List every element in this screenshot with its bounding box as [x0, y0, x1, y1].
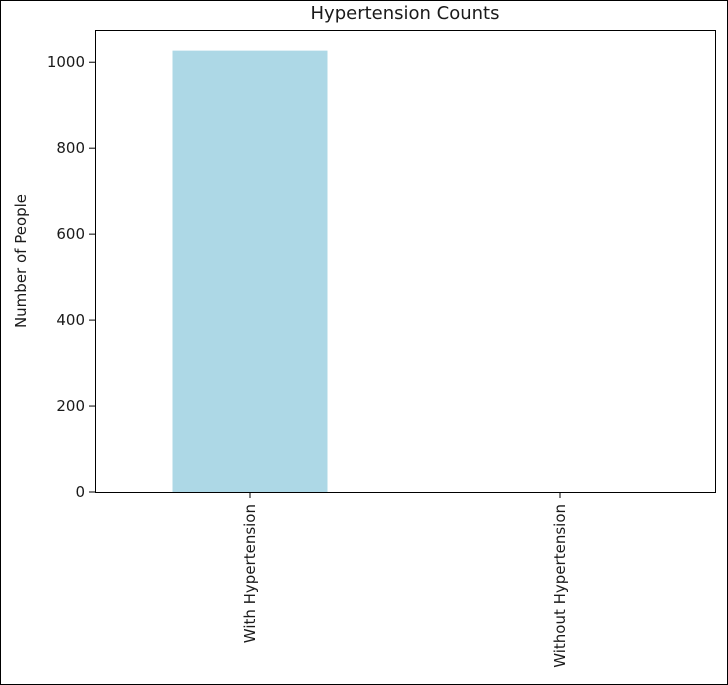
- y-tick-label: 600: [56, 225, 85, 243]
- x-tick-label: Without Hypertension: [551, 504, 569, 668]
- bars-group: [172, 50, 328, 492]
- y-axis-title: Number of People: [12, 194, 30, 328]
- y-tick-label: 200: [56, 397, 85, 415]
- plot-area: [95, 30, 716, 493]
- chart-title: Hypertension Counts: [311, 3, 500, 24]
- y-tick-label: 800: [56, 139, 85, 157]
- y-axis: 0 200 400 600 800 1000: [47, 53, 95, 501]
- y-tick-label: 400: [56, 311, 85, 329]
- y-tick-label: 1000: [47, 53, 85, 71]
- x-axis: With Hypertension Without Hypertension: [241, 492, 569, 668]
- bar-with-hypertension: [172, 50, 328, 492]
- x-tick-label: With Hypertension: [241, 504, 259, 643]
- y-tick-label: 0: [75, 483, 85, 501]
